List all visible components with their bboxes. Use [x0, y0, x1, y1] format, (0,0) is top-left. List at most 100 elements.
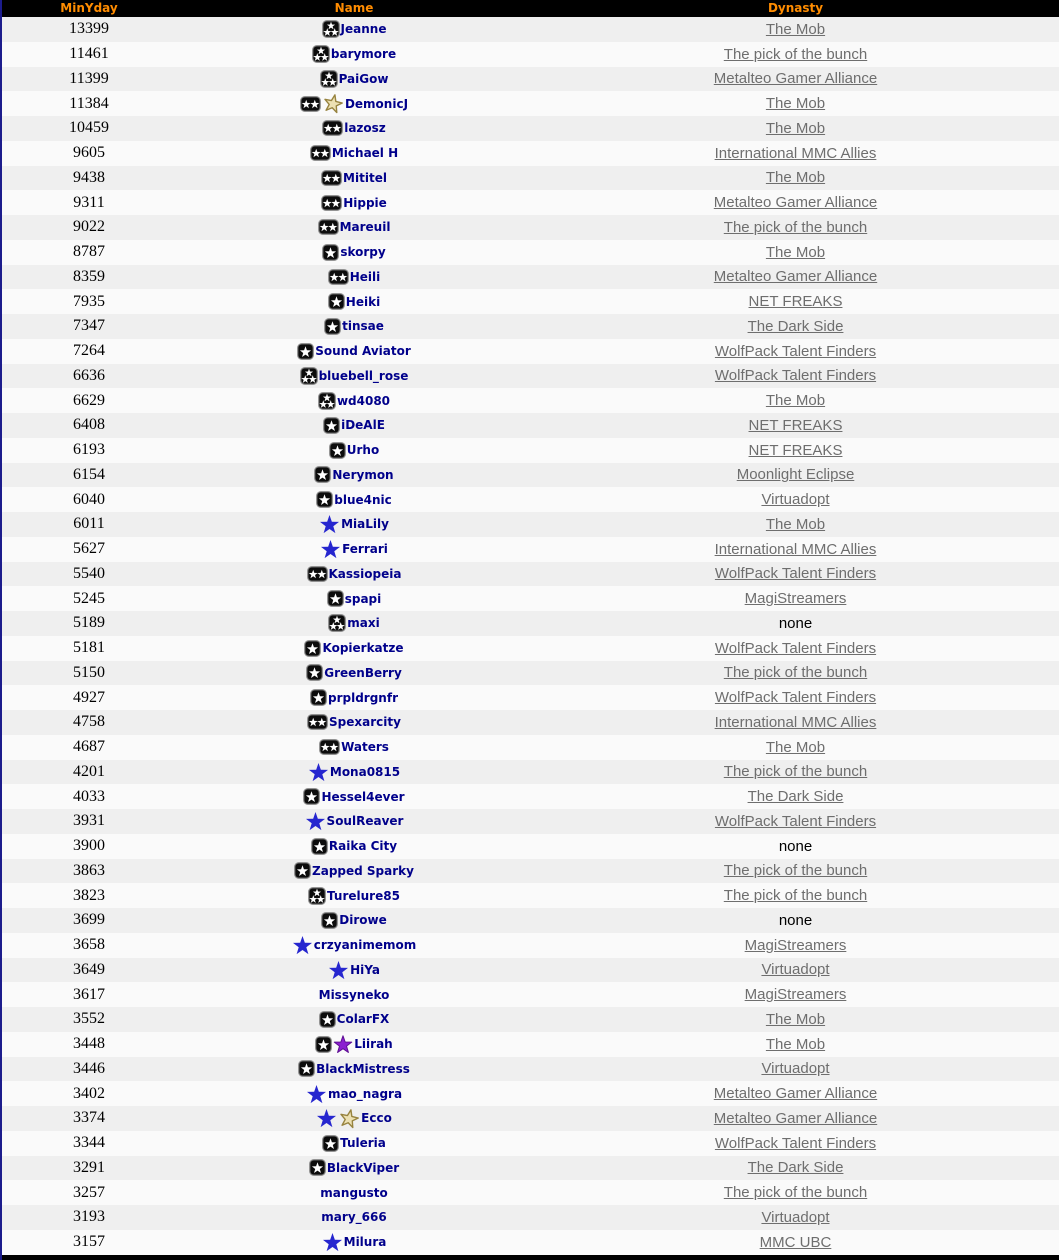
dynasty-link[interactable]: The Dark Side [747, 1159, 844, 1177]
dynasty-link[interactable]: WolfPack Talent Finders [714, 812, 877, 830]
dynasty-link[interactable]: NET FREAKS [748, 416, 843, 434]
dynasty-link[interactable]: The pick of the bunch [723, 45, 868, 63]
dynasty-link[interactable]: Virtuadopt [761, 1060, 830, 1078]
dynasty-link[interactable]: Virtuadopt [761, 1208, 830, 1226]
dynasty-link[interactable]: The Mob [765, 1010, 826, 1028]
dynasty-link[interactable]: The Dark Side [747, 788, 844, 806]
member-name-link[interactable]: PaiGow [319, 70, 388, 88]
dynasty-link[interactable]: International MMC Allies [714, 713, 877, 731]
member-name-link[interactable]: Urho [328, 441, 379, 459]
column-header-minyday[interactable]: MinYday [60, 1, 118, 15]
dynasty-link[interactable]: Virtuadopt [761, 961, 830, 979]
member-name-link[interactable]: mary_666 [321, 1210, 386, 1224]
member-name-link[interactable]: Heiki [327, 293, 380, 310]
member-name-link[interactable]: Raika City [311, 837, 397, 855]
member-name-link[interactable]: Mona0815 [308, 762, 400, 782]
member-name-link[interactable]: DemonicJ [300, 93, 408, 114]
dynasty-link[interactable]: The Mob [765, 20, 826, 38]
member-name-link[interactable]: maxi [328, 614, 380, 633]
dynasty-link[interactable]: Metalteo Gamer Alliance [713, 1085, 878, 1103]
member-name-link[interactable]: Zapped Sparky [294, 862, 414, 880]
dynasty-link[interactable]: The pick of the bunch [723, 862, 868, 880]
dynasty-link[interactable]: MagiStreamers [744, 986, 847, 1004]
dynasty-link[interactable]: The Mob [765, 1035, 826, 1053]
member-name-link[interactable]: ColarFX [318, 1011, 389, 1028]
member-name-link[interactable]: Hessel4ever [303, 788, 405, 805]
member-name-link[interactable]: Nerymon [314, 466, 394, 484]
member-name-link[interactable]: Sound Aviator [297, 342, 411, 360]
dynasty-link[interactable]: Virtuadopt [761, 491, 830, 509]
member-name-link[interactable]: Hippie [321, 194, 387, 211]
member-name-link[interactable]: Mareuil [317, 219, 390, 236]
member-name-link[interactable]: Turelure85 [308, 886, 400, 905]
dynasty-link[interactable]: The pick of the bunch [723, 887, 868, 905]
dynasty-link[interactable]: International MMC Allies [714, 540, 877, 558]
member-name-link[interactable]: tinsae [324, 318, 384, 335]
dynasty-link[interactable]: Metalteo Gamer Alliance [713, 1109, 878, 1127]
dynasty-link[interactable]: International MMC Allies [714, 144, 877, 162]
dynasty-link[interactable]: Metalteo Gamer Alliance [713, 70, 878, 88]
member-name-link[interactable]: mao_nagra [306, 1084, 402, 1104]
dynasty-link[interactable]: The Mob [765, 243, 826, 261]
member-name-link[interactable]: iDeAlE [323, 417, 385, 434]
member-name-link[interactable]: Missyneko [319, 988, 390, 1002]
member-name-link[interactable]: prpldrgnfr [310, 689, 398, 706]
dynasty-link[interactable]: Metalteo Gamer Alliance [713, 268, 878, 286]
dynasty-link[interactable]: The Mob [765, 515, 826, 533]
member-name-link[interactable]: MiaLily [319, 514, 389, 534]
member-name-link[interactable]: HiYa [328, 960, 380, 980]
member-name-link[interactable]: Tuleria [322, 1134, 386, 1152]
member-name-link[interactable]: spapi [326, 590, 381, 607]
member-name-link[interactable]: Spexarcity [307, 714, 401, 731]
dynasty-link[interactable]: WolfPack Talent Finders [714, 342, 877, 360]
dynasty-link[interactable]: Metalteo Gamer Alliance [713, 194, 878, 212]
dynasty-link[interactable]: The pick of the bunch [723, 664, 868, 682]
dynasty-link[interactable]: MagiStreamers [744, 590, 847, 608]
member-name-link[interactable]: mangusto [320, 1186, 387, 1200]
dynasty-link[interactable]: The Mob [765, 95, 826, 113]
member-name-link[interactable]: lazosz [322, 120, 386, 137]
member-name-link[interactable]: BlackViper [308, 1159, 399, 1177]
member-name-link[interactable]: BlackMistress [298, 1060, 410, 1078]
member-name-link[interactable]: Dirowe [321, 912, 387, 929]
member-name-link[interactable]: Heili [327, 269, 380, 285]
dynasty-link[interactable]: The pick of the bunch [723, 1184, 868, 1202]
member-name-link[interactable]: Liirah [315, 1034, 393, 1054]
member-name-link[interactable]: Milura [322, 1232, 386, 1252]
dynasty-link[interactable]: The Mob [765, 392, 826, 410]
dynasty-link[interactable]: The Dark Side [747, 317, 844, 335]
member-name-link[interactable]: wd4080 [318, 391, 390, 410]
column-header-dynasty[interactable]: Dynasty [767, 1, 824, 15]
dynasty-link[interactable]: The pick of the bunch [723, 218, 868, 236]
dynasty-link[interactable]: The pick of the bunch [723, 763, 868, 781]
member-name-link[interactable]: Michael H [310, 145, 398, 161]
dynasty-link[interactable]: WolfPack Talent Finders [714, 367, 877, 385]
dynasty-link[interactable]: WolfPack Talent Finders [714, 689, 877, 707]
member-name-link[interactable]: Jeanne [321, 20, 386, 39]
dynasty-link[interactable]: WolfPack Talent Finders [714, 1134, 877, 1152]
dynasty-link[interactable]: MMC UBC [759, 1233, 832, 1251]
member-name-link[interactable]: Ecco [316, 1108, 392, 1129]
member-name-link[interactable]: Kopierkatze [304, 639, 404, 657]
dynasty-link[interactable]: NET FREAKS [748, 441, 843, 459]
member-name-link[interactable]: Kassiopeia [306, 566, 401, 582]
member-name-link[interactable]: crzyanimemom [292, 935, 416, 955]
dynasty-link[interactable]: The Mob [765, 169, 826, 187]
dynasty-link[interactable]: Moonlight Eclipse [736, 466, 855, 484]
dynasty-link[interactable]: NET FREAKS [748, 293, 843, 311]
member-name-link[interactable]: blue4nic [316, 491, 392, 508]
member-name-link[interactable]: Ferrari [320, 539, 388, 559]
dynasty-link[interactable]: MagiStreamers [744, 936, 847, 954]
member-name-link[interactable]: Mititel [321, 170, 387, 186]
member-name-link[interactable]: bluebell_rose [299, 367, 408, 385]
dynasty-link[interactable]: WolfPack Talent Finders [714, 639, 877, 657]
column-header-name[interactable]: Name [334, 1, 374, 15]
member-name-link[interactable]: Waters [319, 739, 389, 755]
dynasty-link[interactable]: The Mob [765, 738, 826, 756]
member-name-link[interactable]: GreenBerry [306, 664, 402, 682]
dynasty-link[interactable]: WolfPack Talent Finders [714, 565, 877, 583]
member-name-link[interactable]: barymore [312, 45, 396, 63]
dynasty-link[interactable]: The Mob [765, 119, 826, 137]
member-name-link[interactable]: skorpy [322, 243, 386, 261]
member-name-link[interactable]: SoulReaver [305, 811, 403, 831]
